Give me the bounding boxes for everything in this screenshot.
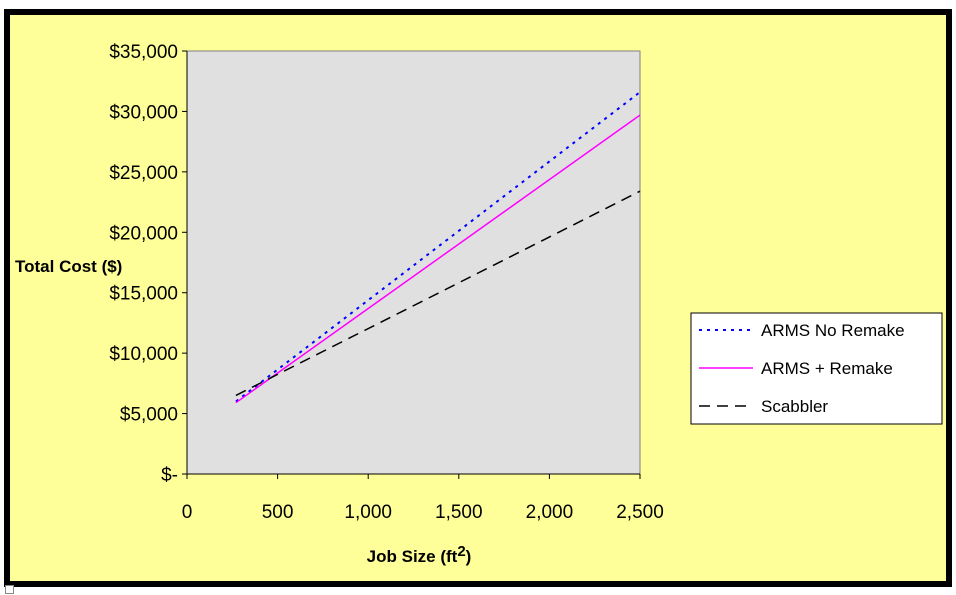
series-line-2 bbox=[235, 190, 641, 397]
legend-label-1: ARMS + Remake bbox=[761, 359, 893, 378]
x-tick-label: 2,500 bbox=[616, 502, 664, 523]
corner-marker bbox=[5, 585, 14, 594]
legend: ARMS No Remake ARMS + Remake Scabbler bbox=[690, 312, 943, 425]
x-axis-title-close: ) bbox=[466, 547, 472, 566]
y-axis: $- $5,000 $10,000 $15,000 $20,000 $25,000 $30,… bbox=[109, 42, 188, 486]
y-tick-label: $35,000 bbox=[109, 42, 178, 63]
x-tick-label: 1,500 bbox=[435, 502, 483, 523]
series-lines bbox=[235, 91, 641, 404]
x-axis: 0 500 1,000 1,500 2,000 2,500 bbox=[182, 473, 664, 523]
x-tick-label: 1,000 bbox=[344, 502, 392, 523]
series-line-0 bbox=[235, 91, 641, 403]
x-axis-title-text: Job Size (ft bbox=[367, 547, 458, 566]
y-tick-label: $30,000 bbox=[109, 102, 178, 123]
x-tick-label: 0 bbox=[182, 502, 193, 523]
x-tick-label: 2,000 bbox=[526, 502, 574, 523]
y-tick-label: $- bbox=[161, 465, 178, 486]
y-tick-label: $25,000 bbox=[109, 163, 178, 184]
y-tick-label: $10,000 bbox=[109, 344, 178, 365]
plot-area bbox=[186, 50, 641, 475]
y-tick-label: $15,000 bbox=[109, 284, 178, 305]
x-tick-label: 500 bbox=[262, 502, 294, 523]
y-tick-label: $5,000 bbox=[120, 405, 178, 426]
series-line-1 bbox=[235, 114, 641, 404]
x-axis-title-superscript: 2 bbox=[457, 543, 465, 560]
legend-label-2: Scabbler bbox=[761, 397, 828, 416]
legend-label-0: ARMS No Remake bbox=[761, 321, 905, 340]
x-axis-title: Job Size (ft2) bbox=[367, 543, 472, 566]
y-tick-label: $20,000 bbox=[109, 223, 178, 244]
y-axis-title: Total Cost ($) bbox=[15, 257, 122, 276]
